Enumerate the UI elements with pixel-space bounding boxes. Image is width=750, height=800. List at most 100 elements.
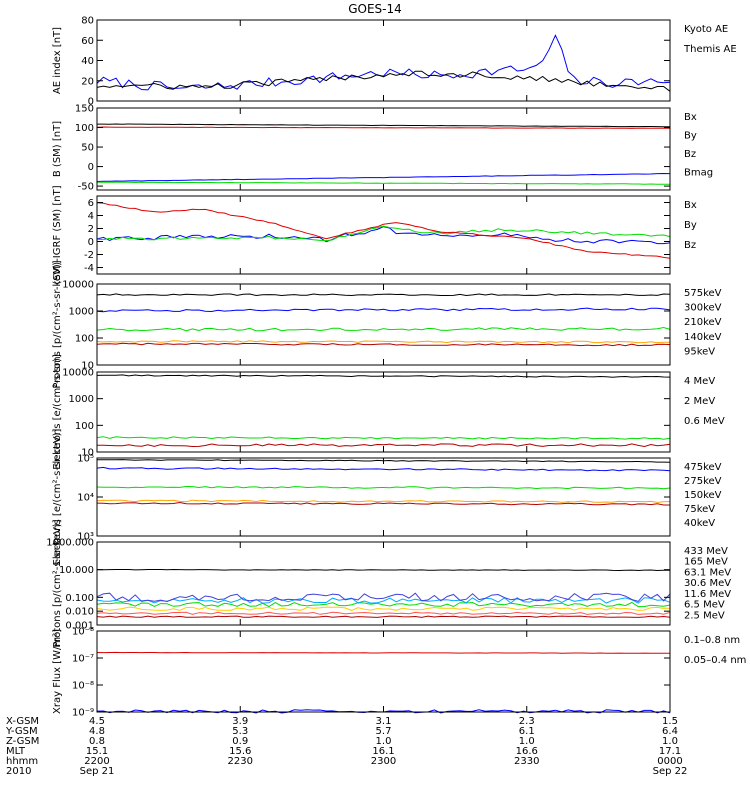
- legend-entry: 2 MeV: [684, 396, 715, 407]
- legend-entry: Bmag: [684, 168, 713, 179]
- footer-value: 3.1: [376, 716, 392, 727]
- y-tick-label: 0.010: [65, 607, 94, 618]
- y-tick-label: 10000: [62, 368, 94, 379]
- series-line-6-1: [96, 501, 670, 506]
- footer-value: 3.9: [232, 716, 248, 727]
- y-tick-label: 10⁵: [77, 454, 94, 465]
- y-tick-label: 10⁻⁸: [72, 627, 94, 638]
- legend-entry: Kyoto AE: [684, 24, 728, 35]
- series-line-3-2: [96, 225, 671, 242]
- series-line-7-4: [96, 601, 671, 608]
- legend-entry: Bx: [684, 112, 697, 123]
- series-line-8-1: [96, 651, 670, 654]
- footer-value: Sep 22: [653, 766, 688, 777]
- footer-value: 1.0: [662, 736, 678, 747]
- footer-value: 2330: [514, 756, 539, 767]
- footer-value: 2300: [371, 756, 396, 767]
- series-line-6-2: [96, 499, 671, 503]
- legend-entry: 300keV: [684, 303, 722, 314]
- legend-entry: 140keV: [684, 332, 722, 343]
- y-tick-label: 0.001: [65, 621, 94, 632]
- y-tick-label: 0: [88, 97, 94, 108]
- series-line-7-3: [96, 606, 671, 611]
- series-line-7-1: [96, 615, 671, 618]
- legend-entry: 0.6 MeV: [684, 416, 725, 427]
- y-tick-label: 10⁻⁸: [72, 681, 94, 692]
- series-line-2-1: [96, 172, 671, 182]
- y-tick-label: 0: [88, 162, 94, 173]
- panel-frame: [96, 630, 671, 713]
- footer-value: 5.7: [376, 726, 392, 737]
- legend-entry: 475keV: [684, 462, 722, 473]
- series-line-4-5: [96, 293, 671, 297]
- panel-frame: [96, 283, 671, 366]
- y-axis-label: Protons [p/(cm²-s-sr-keV)]: [52, 519, 63, 647]
- y-tick-label: 0.100: [65, 593, 94, 604]
- legend-entry: 95keV: [684, 346, 715, 357]
- series-line-1-1: [96, 34, 671, 91]
- legend-entry: 63.1 MeV: [684, 567, 731, 578]
- footer-row-label: Y-GSM: [5, 726, 38, 737]
- panel-frame: [96, 195, 671, 275]
- footer-value: 2200: [84, 756, 109, 767]
- y-tick-label: 1000.000: [46, 538, 94, 549]
- y-tick-label: 150: [75, 104, 94, 115]
- footer-value: 17.1: [659, 746, 681, 757]
- panel-1: 80 60 40 20 0 AE index [nT] Kyoto AE Themis AE: [52, 16, 737, 108]
- series-line-2-3: [96, 126, 670, 129]
- y-axis-label: Electrons [e/(cm²-s-sr)]: [52, 354, 63, 470]
- footer-value: 2230: [228, 756, 253, 767]
- y-tick-label: 10: [81, 361, 94, 372]
- y-tick-label: 10⁻⁷: [72, 654, 94, 665]
- footer-value: 16.6: [516, 746, 538, 757]
- footer-value: 15.1: [86, 746, 108, 757]
- y-tick-label: 100: [75, 334, 94, 345]
- y-tick-label: 80: [81, 16, 94, 27]
- series-line-7-6: [96, 592, 671, 603]
- legend-entry: Bz: [684, 240, 696, 251]
- footer-value: 4.5: [89, 716, 105, 727]
- footer-row-label: 2010: [6, 766, 31, 777]
- y-tick-label: 40: [81, 56, 94, 67]
- series-line-3-3: [96, 202, 671, 259]
- footer-value: 1.0: [376, 736, 392, 747]
- y-tick-label: 6: [88, 198, 94, 209]
- series-line-6-3: [96, 485, 671, 490]
- footer-value: 6.1: [519, 726, 535, 737]
- panel-6: 10⁵ 10⁴ 10³ Electrons [e/(cm²-s-sr-keV)] 475…: [52, 428, 722, 565]
- legend-entry: 4 MeV: [684, 376, 715, 387]
- legend-entry: Bx: [684, 200, 697, 211]
- legend-entry: 75keV: [684, 504, 715, 515]
- legend-entry: 40keV: [684, 518, 715, 529]
- legend-entry: 165 MeV: [684, 557, 728, 568]
- legend-entry: Bz: [684, 149, 696, 160]
- y-axis-label: Protons [p/(cm²-s-sr-keV)]: [52, 260, 63, 388]
- legend-entry: 11.6 MeV: [684, 589, 731, 600]
- panel-frame: [96, 371, 671, 453]
- legend-entry: 150keV: [684, 490, 722, 501]
- y-axis-label: B (SM) [nT]: [52, 121, 63, 177]
- series-line-6-4: [96, 466, 671, 472]
- series-line-4-1: [96, 342, 671, 347]
- panel-3: 6 4 2 0 -2 -4 (SM)-IGRF (SM) [nT] Bx By Bz: [52, 185, 697, 284]
- series-line-4-2: [96, 340, 670, 344]
- legend-entry: 0.1–0.8 nm: [684, 635, 740, 646]
- series-line-4-3: [96, 326, 671, 332]
- legend-entry: By: [684, 131, 697, 142]
- y-tick-label: 2: [88, 224, 94, 235]
- y-tick-label: 100: [75, 421, 94, 432]
- series-line-7-5: [96, 597, 671, 604]
- footer-value: 2.3: [519, 716, 535, 727]
- legend-entry: By: [684, 220, 697, 231]
- panel-2: 150 100 50 0 -50 B (SM) [nT] Bx By Bz Bmag: [52, 104, 713, 193]
- footer-value: 1.5: [662, 716, 678, 727]
- legend-entry: 275keV: [684, 476, 722, 487]
- ephemeris-footer: X-GSMY-GSMZ-GSMMLThhmm20104.54.80.815.12…: [5, 716, 687, 777]
- legend-entry: 433 MeV: [684, 546, 728, 557]
- footer-value: 16.1: [372, 746, 394, 757]
- legend-entry: 210keV: [684, 317, 722, 328]
- y-tick-label: 100: [75, 123, 94, 134]
- y-axis-label: AE index [nT]: [52, 27, 63, 94]
- series-line-2-2: [97, 181, 670, 185]
